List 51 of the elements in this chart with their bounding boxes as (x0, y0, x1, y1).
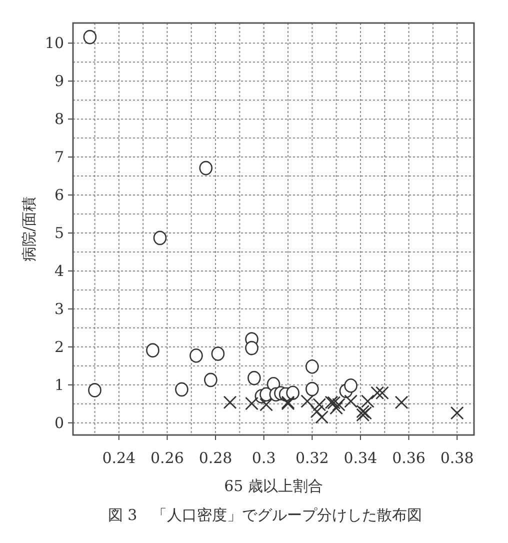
y-axis-title: 病院/面積 (20, 196, 38, 262)
x-tick-label: 0.36 (392, 449, 426, 467)
x-tick-label: 0.26 (150, 449, 184, 467)
point (376, 386, 389, 400)
x-tick-label: 0.24 (102, 449, 136, 467)
y-tick-label: 0 (54, 414, 64, 432)
y-tick-label: 1 (54, 376, 64, 394)
point (211, 346, 225, 361)
x-tick-label: 0.28 (198, 449, 232, 467)
point (327, 396, 341, 410)
point (245, 396, 258, 410)
point (394, 396, 408, 410)
point (324, 396, 338, 410)
point (245, 340, 258, 356)
y-tick-label: 2 (54, 338, 64, 356)
y-tick-label: 6 (54, 186, 64, 204)
point (204, 372, 218, 388)
point (286, 386, 300, 400)
point (83, 30, 97, 44)
point (153, 230, 167, 246)
point (260, 398, 273, 412)
y-tick-label: 5 (54, 224, 64, 242)
point (370, 386, 384, 400)
point (175, 382, 188, 397)
x-tick-label: 0.34 (344, 449, 378, 467)
point (190, 348, 203, 363)
x-tick-label: 0.32 (295, 449, 329, 467)
y-tick-label: 7 (54, 148, 64, 166)
y-tick-label: 9 (54, 72, 64, 90)
point (248, 370, 261, 386)
point (330, 401, 344, 415)
point (332, 398, 346, 412)
y-tick-label: 8 (54, 110, 64, 128)
point (223, 396, 237, 410)
point (450, 406, 464, 420)
y-tick-label: 10 (44, 34, 64, 52)
x-tick-label: 0.3 (252, 449, 276, 467)
x-tick-label: 0.38 (440, 449, 474, 467)
point (306, 382, 319, 396)
point (310, 404, 324, 418)
point (300, 394, 314, 408)
x-axis-title: 65 歳以上割合 (224, 477, 323, 495)
point (146, 343, 160, 358)
y-tick-label: 4 (54, 262, 64, 280)
point (344, 378, 358, 393)
text: 図 3 「人口密度」でグループ分けした散布図 (108, 506, 422, 524)
point (199, 160, 213, 176)
y-tick-label: 3 (54, 300, 64, 318)
point (306, 360, 319, 374)
point (344, 394, 358, 408)
point (88, 383, 102, 398)
